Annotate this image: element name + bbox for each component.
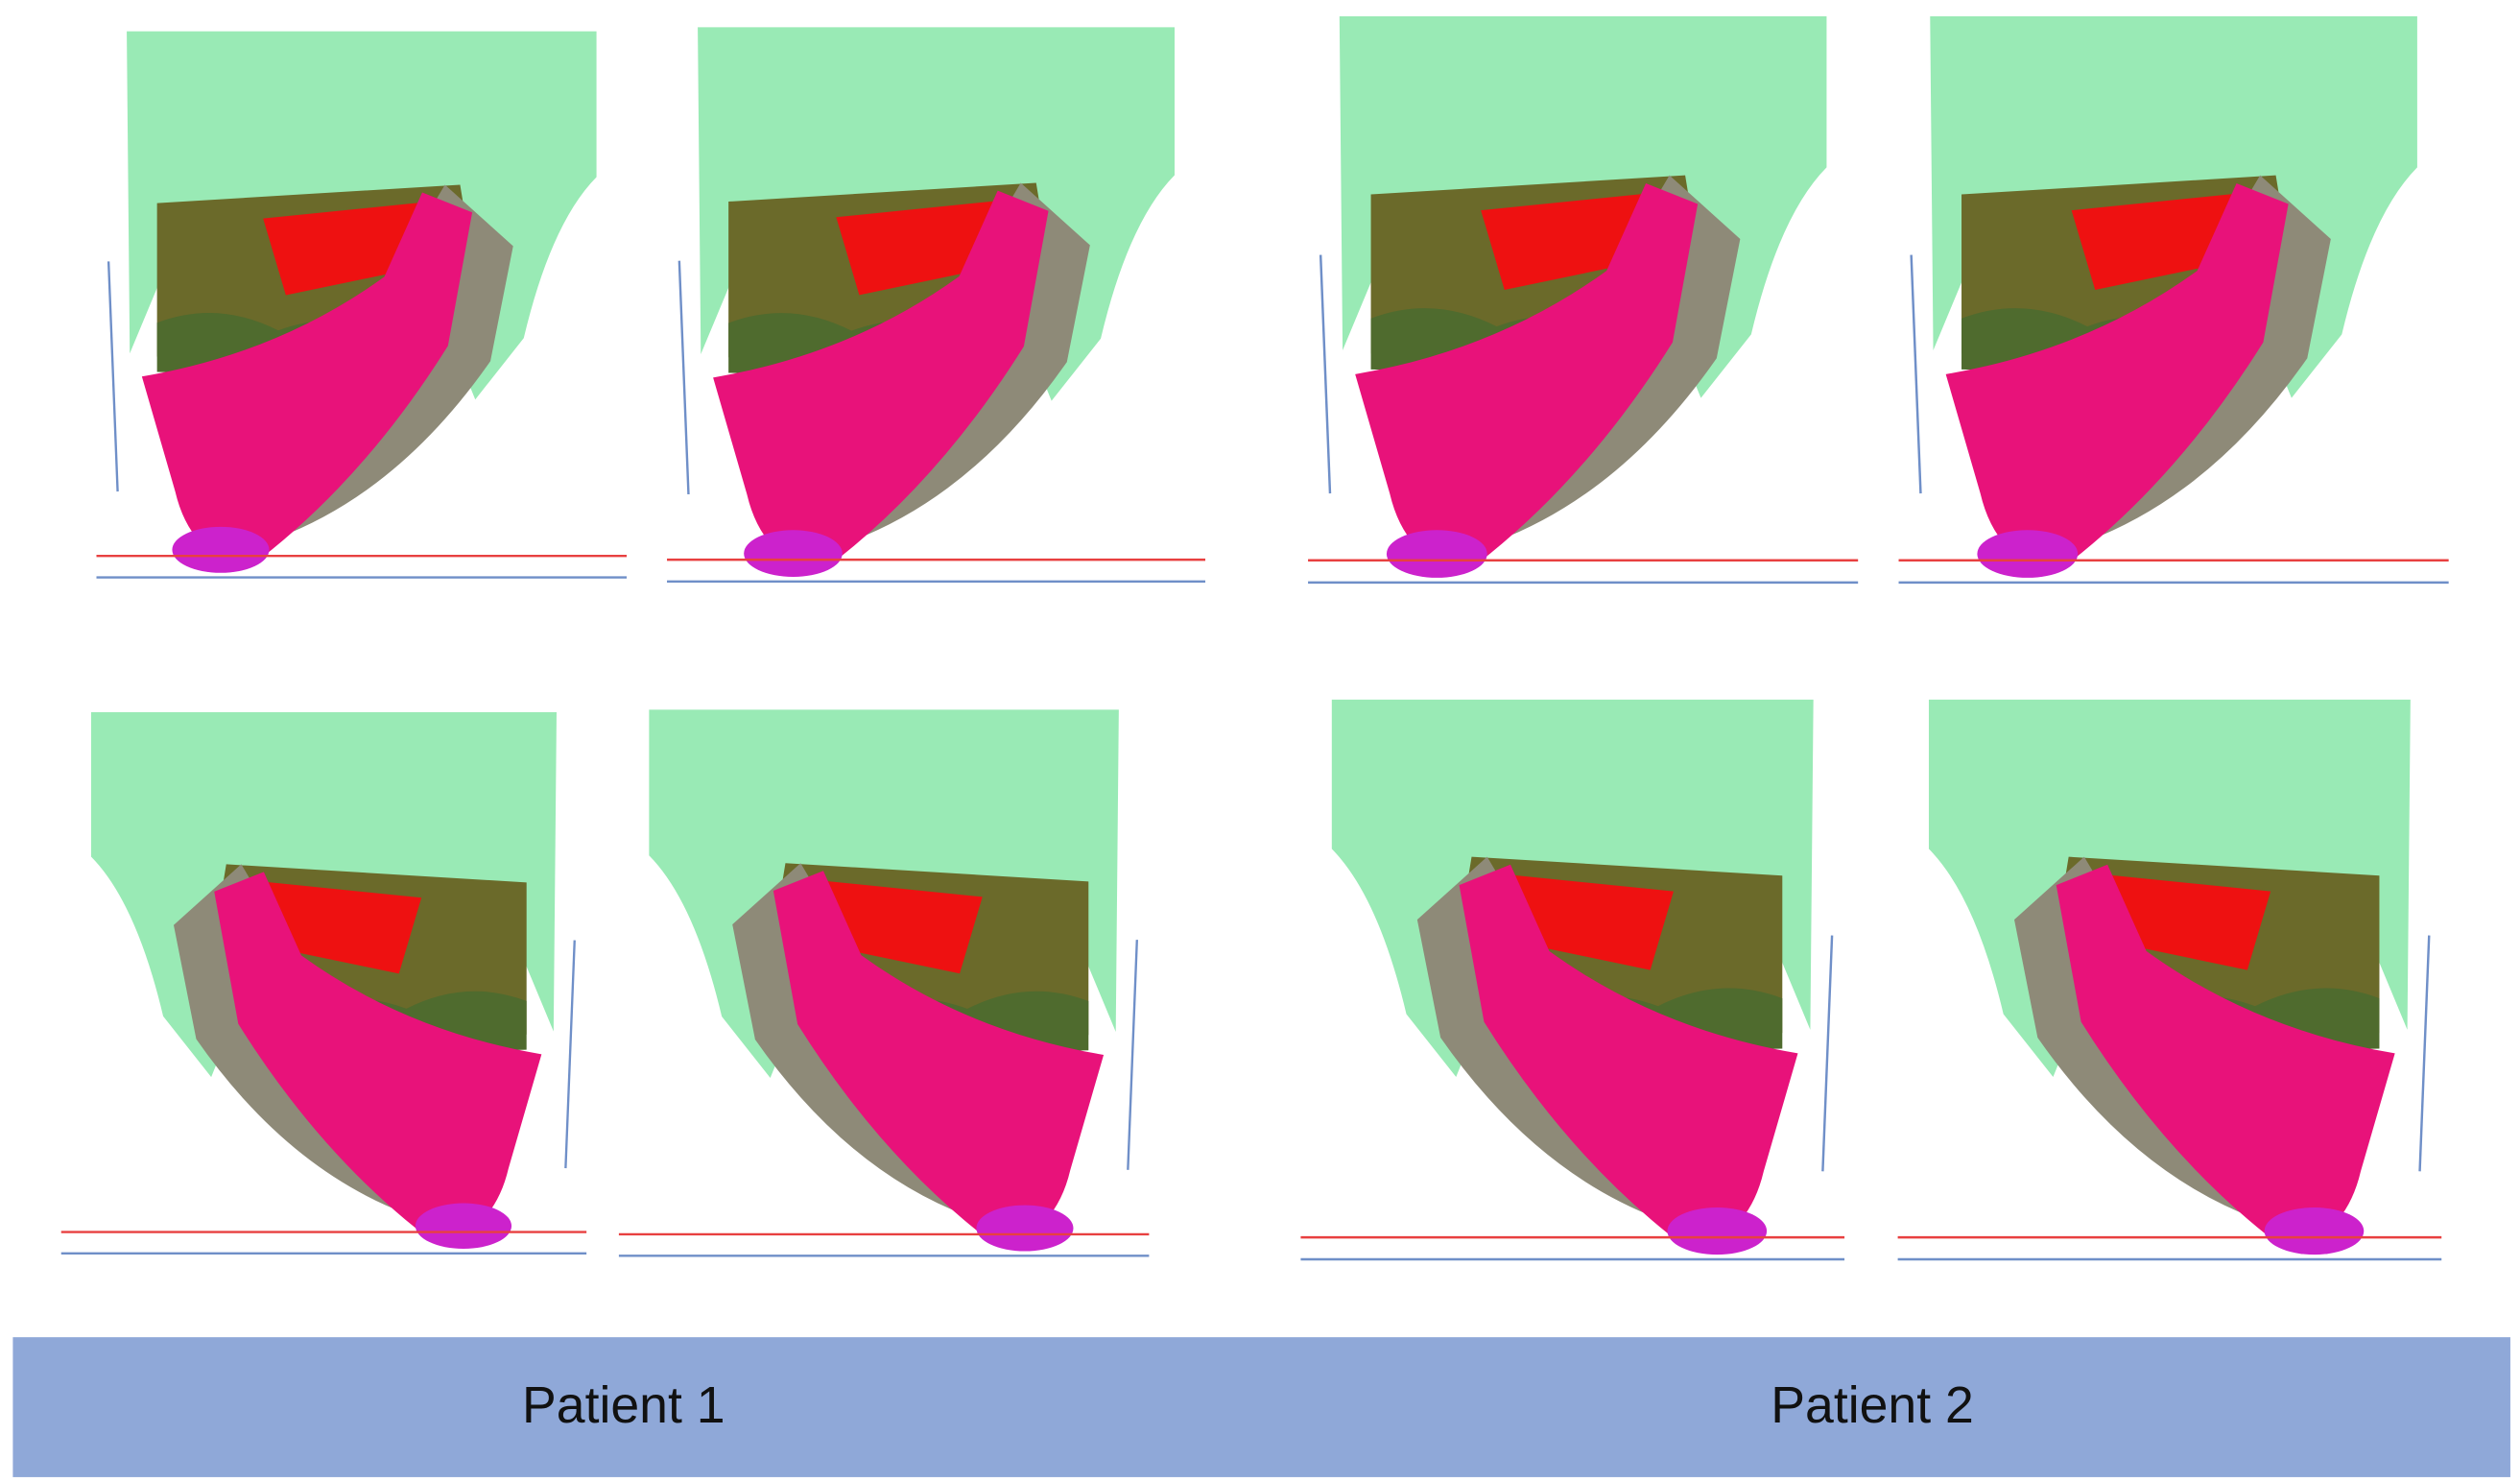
mirror-group <box>1896 699 2443 1261</box>
render-p2-top-b <box>1897 15 2450 585</box>
mirror-group <box>1299 699 1846 1261</box>
render-p1-bottom-a <box>60 710 587 1255</box>
mirror-group <box>60 710 587 1255</box>
patient-label: Patient 1 <box>522 1376 725 1434</box>
render-p2-top-a <box>1306 15 1860 585</box>
render-p1-top-a <box>96 30 628 579</box>
patient-label: Patient 2 <box>1771 1376 1974 1434</box>
mirror-group <box>618 708 1150 1257</box>
render-p2-bottom-b <box>1896 699 2443 1261</box>
footer-bar <box>12 1337 2510 1477</box>
render-p2-bottom-a <box>1299 699 1846 1261</box>
render-p1-top-b <box>667 26 1206 584</box>
render-p1-bottom-b <box>618 708 1150 1257</box>
